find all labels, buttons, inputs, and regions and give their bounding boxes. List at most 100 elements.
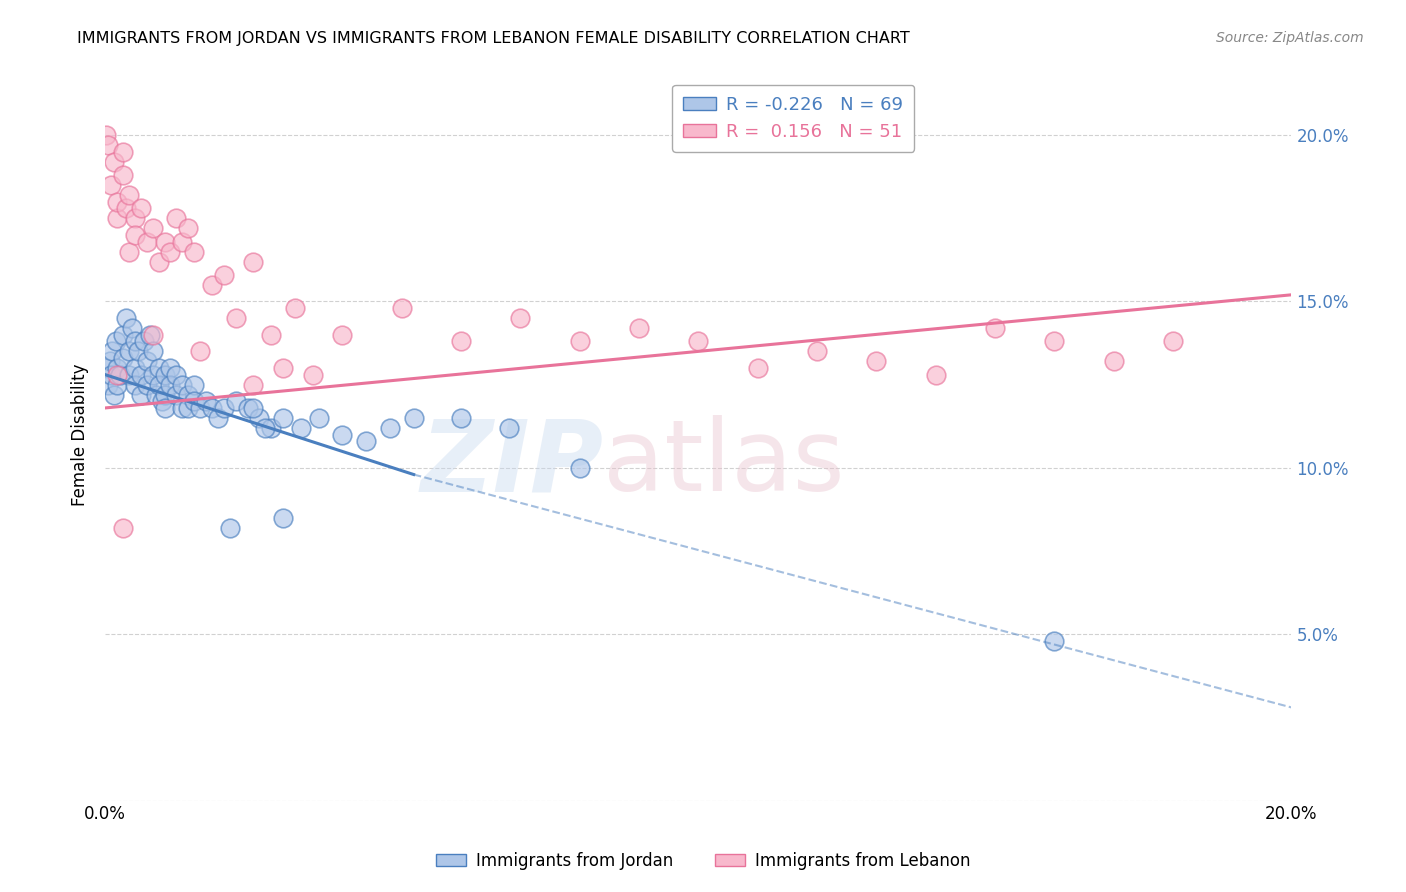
Text: Source: ZipAtlas.com: Source: ZipAtlas.com	[1216, 31, 1364, 45]
Point	[402, 411, 425, 425]
Point	[165, 211, 187, 226]
Point	[97, 377, 120, 392]
Text: IMMIGRANTS FROM JORDAN VS IMMIGRANTS FROM LEBANON FEMALE DISABILITY CORRELATION : IMMIGRANTS FROM JORDAN VS IMMIGRANTS FRO…	[77, 31, 910, 46]
Point	[188, 344, 211, 359]
Point	[183, 377, 205, 392]
Point	[165, 368, 187, 382]
Point	[308, 411, 330, 425]
Point	[111, 145, 134, 159]
Point	[159, 244, 181, 259]
Point	[111, 521, 134, 535]
Point	[142, 327, 165, 342]
Point	[132, 334, 155, 349]
Point	[124, 377, 146, 392]
Point	[218, 521, 240, 535]
Point	[378, 421, 401, 435]
Point	[118, 344, 141, 359]
Point	[332, 327, 354, 342]
Point	[332, 427, 354, 442]
Point	[127, 344, 149, 359]
Point	[111, 351, 134, 365]
Point	[177, 401, 200, 415]
Point	[105, 361, 128, 376]
Point	[924, 368, 946, 382]
Point	[688, 334, 710, 349]
Legend: R = -0.226   N = 69, R =  0.156   N = 51: R = -0.226 N = 69, R = 0.156 N = 51	[672, 85, 914, 152]
Point	[865, 354, 887, 368]
Point	[129, 387, 152, 401]
Point	[225, 311, 247, 326]
Point	[100, 178, 122, 192]
Point	[153, 401, 176, 415]
Point	[1043, 334, 1066, 349]
Point	[135, 354, 157, 368]
Point	[105, 211, 128, 226]
Point	[124, 361, 146, 376]
Point	[1161, 334, 1184, 349]
Point	[195, 394, 218, 409]
Point	[242, 377, 264, 392]
Point	[142, 368, 165, 382]
Point	[183, 394, 205, 409]
Point	[105, 368, 128, 382]
Point	[142, 344, 165, 359]
Point	[183, 244, 205, 259]
Point	[118, 368, 141, 382]
Point	[118, 188, 141, 202]
Point	[177, 387, 200, 401]
Point	[121, 321, 143, 335]
Point	[159, 377, 181, 392]
Point	[105, 377, 128, 392]
Point	[142, 221, 165, 235]
Y-axis label: Female Disability: Female Disability	[72, 363, 89, 506]
Text: ZIP: ZIP	[420, 416, 603, 512]
Point	[138, 327, 160, 342]
Point	[450, 334, 472, 349]
Point	[148, 254, 170, 268]
Point	[236, 401, 259, 415]
Point	[101, 344, 124, 359]
Point	[271, 510, 294, 524]
Point	[284, 301, 307, 315]
Point	[271, 411, 294, 425]
Point	[498, 421, 520, 435]
Point	[165, 387, 187, 401]
Point	[172, 377, 194, 392]
Point	[153, 368, 176, 382]
Point	[105, 194, 128, 209]
Point	[984, 321, 1007, 335]
Point	[129, 368, 152, 382]
Legend: Immigrants from Jordan, Immigrants from Lebanon: Immigrants from Jordan, Immigrants from …	[429, 846, 977, 877]
Point	[104, 334, 127, 349]
Point	[98, 354, 121, 368]
Point	[96, 361, 118, 376]
Point	[124, 227, 146, 242]
Point	[1102, 354, 1125, 368]
Point	[271, 361, 294, 376]
Text: atlas: atlas	[603, 416, 845, 512]
Point	[150, 394, 173, 409]
Point	[172, 401, 194, 415]
Point	[153, 387, 176, 401]
Point	[509, 311, 531, 326]
Point	[201, 277, 224, 292]
Point	[135, 235, 157, 249]
Point	[103, 387, 125, 401]
Point	[115, 311, 138, 326]
Point	[148, 361, 170, 376]
Point	[145, 387, 167, 401]
Point	[1043, 633, 1066, 648]
Point	[242, 254, 264, 268]
Point	[108, 368, 131, 382]
Point	[100, 368, 122, 382]
Point	[568, 460, 591, 475]
Point	[124, 334, 146, 349]
Point	[124, 211, 146, 226]
Point	[115, 202, 138, 216]
Point	[103, 154, 125, 169]
Point	[249, 411, 271, 425]
Point	[290, 421, 312, 435]
Point	[212, 268, 235, 282]
Point	[111, 327, 134, 342]
Point	[188, 401, 211, 415]
